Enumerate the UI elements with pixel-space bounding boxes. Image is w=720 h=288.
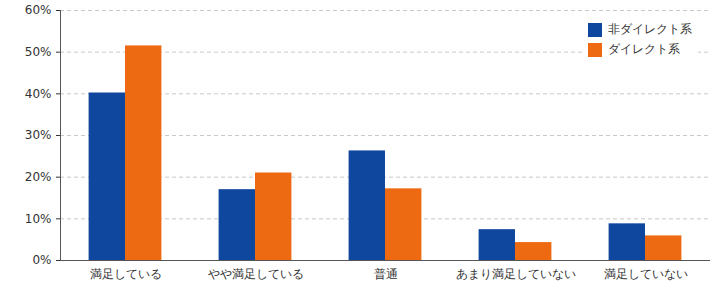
svg-text:あまり満足していない: あまり満足していない bbox=[456, 267, 576, 281]
svg-text:20%: 20% bbox=[25, 170, 52, 184]
svg-text:普通: 普通 bbox=[374, 267, 398, 281]
svg-text:満足していない: 満足していない bbox=[604, 267, 688, 281]
html-text:非ダイレクト系: 非ダイレクト系 bbox=[608, 22, 692, 36]
svg-text:30%: 30% bbox=[25, 128, 52, 142]
svg-text:満足している: 満足している bbox=[90, 267, 162, 281]
html-text:ダイレクト系: ダイレクト系 bbox=[608, 42, 680, 56]
svg-text:40%: 40% bbox=[25, 87, 52, 101]
svg-text:やや満足している: やや満足している bbox=[208, 267, 304, 281]
svg-text:50%: 50% bbox=[25, 45, 52, 59]
svg-text:0%: 0% bbox=[32, 253, 51, 267]
svg-text:10%: 10% bbox=[25, 212, 52, 226]
svg-text:60%: 60% bbox=[25, 3, 52, 17]
